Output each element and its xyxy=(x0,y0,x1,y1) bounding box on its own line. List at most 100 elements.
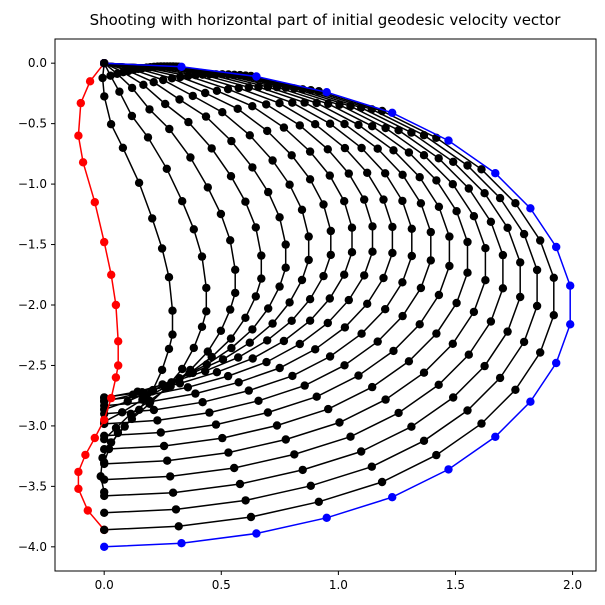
geodesic-point xyxy=(212,368,222,377)
geodesic-point xyxy=(175,379,185,388)
geodesic-point xyxy=(198,70,207,79)
geodesic-point xyxy=(175,95,184,104)
geodesic-point xyxy=(312,392,321,401)
geodesic-point xyxy=(536,348,545,357)
geodesic-point xyxy=(516,292,525,302)
geodesic-point xyxy=(452,298,461,308)
geodesic-point xyxy=(305,295,315,304)
geodesic-point xyxy=(469,212,479,221)
y-tick-label: −0.5 xyxy=(18,117,47,131)
geodesic-point xyxy=(188,368,197,378)
geodesic-point xyxy=(445,261,454,271)
y-tick-label: −3.5 xyxy=(18,479,47,493)
geodesic-point xyxy=(304,255,313,265)
geodesic-point xyxy=(178,364,187,374)
geodesic-point xyxy=(295,339,304,349)
geodesic-point xyxy=(203,183,212,192)
geodesic-line xyxy=(104,62,332,399)
geodesic-point xyxy=(335,418,344,427)
geodesic-point xyxy=(398,311,407,321)
geodesic-point xyxy=(218,108,227,117)
geodesic-point xyxy=(398,196,407,206)
geodesic-point xyxy=(178,197,187,206)
x-tick-label: 1.5 xyxy=(446,578,465,592)
geodesic-point xyxy=(503,327,512,336)
geodesic-point xyxy=(205,408,214,417)
geodesic-point xyxy=(171,505,181,514)
geodesic-point xyxy=(161,99,170,109)
geodesic-point xyxy=(197,252,207,261)
red-series-line xyxy=(77,62,119,531)
geodesic-point xyxy=(354,120,363,130)
geodesic-point xyxy=(157,244,167,253)
geodesic-point xyxy=(231,288,240,298)
geodesic-point xyxy=(340,197,349,206)
geodesic-point xyxy=(168,330,177,339)
geodesic-point xyxy=(106,120,116,129)
geodesic-point xyxy=(477,165,486,174)
geodesic-point xyxy=(381,123,390,133)
red-series-point xyxy=(90,198,100,207)
geodesic-point xyxy=(163,456,172,465)
geodesic-point xyxy=(201,366,210,376)
red-series-point xyxy=(100,415,109,425)
geodesic-point xyxy=(235,479,245,489)
geodesic-point xyxy=(100,401,109,410)
geodesic-point xyxy=(275,213,284,222)
geodesic-point xyxy=(347,248,357,257)
geodesic-point xyxy=(98,73,107,83)
geodesic-point xyxy=(285,180,294,189)
geodesic-point xyxy=(254,396,263,405)
geodesic-point xyxy=(202,283,211,293)
geodesic-point xyxy=(389,346,398,356)
geodesic-point xyxy=(272,421,282,430)
geodesic-point xyxy=(357,143,366,153)
geodesic-point xyxy=(449,157,458,166)
blue-series-point xyxy=(388,493,397,502)
geodesic-point xyxy=(127,83,137,93)
geodesic-point xyxy=(481,244,490,253)
geodesic-point xyxy=(148,385,158,395)
geodesic-point xyxy=(498,284,508,293)
red-series-point xyxy=(107,270,116,279)
geodesic-point xyxy=(275,99,284,108)
geodesic-point xyxy=(197,322,207,331)
chart-title: Shooting with horizontal part of initial… xyxy=(90,11,562,29)
geodesic-point xyxy=(290,450,299,459)
geodesic-point xyxy=(340,323,350,332)
geodesic-point xyxy=(275,282,284,291)
geodesic-point xyxy=(381,169,390,178)
geodesic-point xyxy=(398,278,407,287)
geodesic-point xyxy=(183,383,193,392)
geodesic-point xyxy=(394,408,403,418)
geodesic-point xyxy=(100,508,109,517)
geodesic-point xyxy=(463,268,472,277)
geodesic-point xyxy=(325,352,335,361)
geodesic-point xyxy=(159,441,169,451)
geodesic-point xyxy=(398,170,407,179)
geodesic-point xyxy=(186,153,195,162)
geodesic-point xyxy=(464,184,473,193)
geodesic-point xyxy=(281,240,290,249)
red-series-point xyxy=(83,506,93,515)
geodesic-point xyxy=(311,345,320,354)
geodesic-point xyxy=(149,405,159,415)
geodesic-point xyxy=(201,112,211,121)
blue-series-point xyxy=(100,542,109,551)
geodesic-point xyxy=(432,450,441,460)
geodesic-point xyxy=(111,423,121,433)
geodesic-point xyxy=(324,404,333,414)
geodesic-point xyxy=(434,380,443,389)
y-tick-label: −3.0 xyxy=(18,419,47,433)
geodesic-point xyxy=(149,78,158,87)
geodesic-point xyxy=(134,178,144,187)
geodesic-point xyxy=(287,316,296,325)
geodesic-point xyxy=(377,477,387,487)
geodesic-point xyxy=(416,199,426,208)
geodesic-point xyxy=(347,223,357,232)
geodesic-point xyxy=(305,316,315,325)
y-tick-label: −2.5 xyxy=(18,358,47,372)
geodesic-point xyxy=(373,337,382,346)
geodesic-point xyxy=(218,355,228,364)
